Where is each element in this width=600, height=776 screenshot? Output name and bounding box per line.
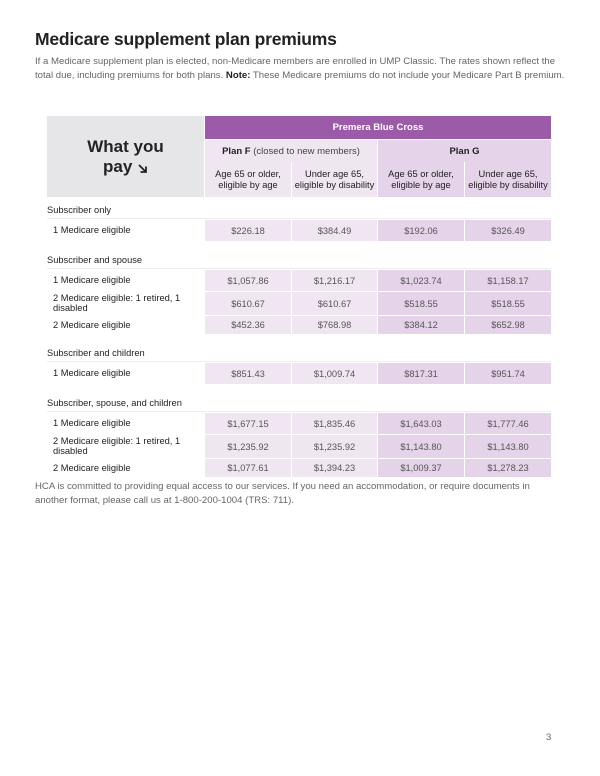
premium-cell: $1,009.74 — [292, 363, 377, 384]
plan-f-name: Plan F — [222, 145, 251, 157]
row-label: 1 Medicare eligible — [53, 225, 131, 235]
row-label: 2 Medicare eligible: 1 retired, 1 disabl… — [53, 293, 181, 313]
intro-paragraph: If a Medicare supplement plan is elected… — [35, 55, 565, 83]
table-body: Subscriber only 1 Medicare eligible $226.1… — [47, 197, 551, 477]
plan-g-header: Plan G — [378, 140, 551, 162]
premium-cell: $610.67 — [292, 292, 377, 315]
premium-cell: $384.12 — [378, 316, 464, 334]
row-label: 2 Medicare eligible: 1 retired, 1 disabl… — [53, 436, 181, 456]
table-row: 1 Medicare eligible $226.18 $384.49 $192.06… — [47, 219, 551, 241]
section-label-row: Subscriber and spouse — [47, 247, 551, 269]
note-label: Note: — [225, 70, 251, 81]
table-row: 2 Medicare eligible: 1 retired, 1 disabl… — [47, 291, 551, 315]
plan-g-name: Plan G — [449, 145, 480, 157]
page-title: Medicare supplement plan premiums — [35, 29, 337, 49]
corner-heading: What you pay — [47, 116, 204, 197]
premium-cell: $1,677.15 — [205, 413, 291, 434]
premium-cell: $326.49 — [465, 220, 551, 241]
premium-cell: $1,777.46 — [465, 413, 551, 434]
table-row: 2 Medicare eligible $452.36 $768.98 $384.12… — [47, 315, 551, 334]
carrier-header: Premera Blue Cross — [205, 116, 551, 139]
premium-cell: $1,057.86 — [205, 270, 291, 291]
sub-header-g-age: Age 65 or older, eligible by age — [378, 162, 464, 197]
section-label: Subscriber only — [47, 197, 551, 219]
footer-text: HCA is committed to providing equal acce… — [35, 481, 530, 506]
sub-header-g-disability: Under age 65, eligible by disability — [465, 162, 551, 197]
page-number: 3 — [546, 732, 552, 743]
premium-cell: $1,216.17 — [292, 270, 377, 291]
premium-cell: $1,643.03 — [378, 413, 464, 434]
row-label: 1 Medicare eligible — [53, 418, 131, 428]
corner-line2: pay — [102, 156, 133, 176]
premium-cell: $851.43 — [205, 363, 291, 384]
section-label: Subscriber and spouse — [47, 247, 551, 269]
premium-cell: $452.36 — [205, 316, 291, 334]
premium-cell: $1,009.37 — [378, 459, 464, 477]
section-label-row: Subscriber only — [47, 197, 551, 219]
table-row: 2 Medicare eligible $1,077.61 $1,394.23 $1,… — [47, 458, 551, 477]
plan-f-header: Plan F (closed to new members) — [205, 140, 377, 162]
premium-cell: $1,023.74 — [378, 270, 464, 291]
table-row: 1 Medicare eligible $1,057.86 $1,216.17 $1,… — [47, 269, 551, 291]
table-row: 1 Medicare eligible $1,677.15 $1,835.46 $1,… — [47, 412, 551, 434]
premium-cell: $192.06 — [378, 220, 464, 241]
premium-cell: $817.31 — [378, 363, 464, 384]
premium-cell: $384.49 — [292, 220, 377, 241]
row-label: 1 Medicare eligible — [53, 368, 131, 378]
section-label: Subscriber and children — [47, 340, 551, 362]
plan-f-note: (closed to new members) — [253, 145, 360, 157]
premium-cell: $1,394.23 — [292, 459, 377, 477]
premium-cell: $518.55 — [378, 292, 464, 315]
premium-cell: $1,143.80 — [465, 435, 551, 458]
sub-header-f-disability: Under age 65, eligible by disability — [292, 162, 377, 197]
premium-cell: $951.74 — [465, 363, 551, 384]
row-label: 2 Medicare eligible — [53, 319, 131, 330]
premium-cell: $226.18 — [205, 220, 291, 241]
premium-cell: $610.67 — [205, 292, 291, 315]
premium-cell: $1,835.46 — [292, 413, 377, 434]
premium-cell: $1,158.17 — [465, 270, 551, 291]
section-label: Subscriber, spouse, and children — [47, 390, 551, 412]
section-label-row: Subscriber and children — [47, 340, 551, 362]
premium-cell: $652.98 — [465, 316, 551, 334]
corner-line1: What you — [87, 136, 164, 156]
arrow-down-right-icon — [138, 163, 147, 173]
section-label-row: Subscriber, spouse, and children — [47, 390, 551, 412]
premium-cell: $1,235.92 — [292, 435, 377, 458]
premium-cell: $768.98 — [292, 316, 377, 334]
row-label: 1 Medicare eligible — [53, 275, 131, 285]
intro-text: If a Medicare supplement plan is elected… — [35, 56, 556, 81]
note-text: These Medicare premiums do not include y… — [250, 70, 565, 81]
premium-cell: $1,143.80 — [378, 435, 464, 458]
premium-cell: $1,278.23 — [465, 459, 551, 477]
table-header: What you pay Premera Blue Cross Plan F (… — [47, 116, 551, 197]
table-row: 2 Medicare eligible: 1 retired, 1 disabl… — [47, 434, 551, 458]
premium-cell: $1,077.61 — [205, 459, 291, 477]
row-label: 2 Medicare eligible — [53, 462, 131, 473]
premium-cell: $518.55 — [465, 292, 551, 315]
table-row: 1 Medicare eligible $851.43 $1,009.74 $817.… — [47, 362, 551, 384]
sub-header-f-age: Age 65 or older, eligible by age — [205, 162, 291, 197]
premium-cell: $1,235.92 — [205, 435, 291, 458]
premium-table: What you pay Premera Blue Cross Plan F (… — [47, 116, 551, 477]
